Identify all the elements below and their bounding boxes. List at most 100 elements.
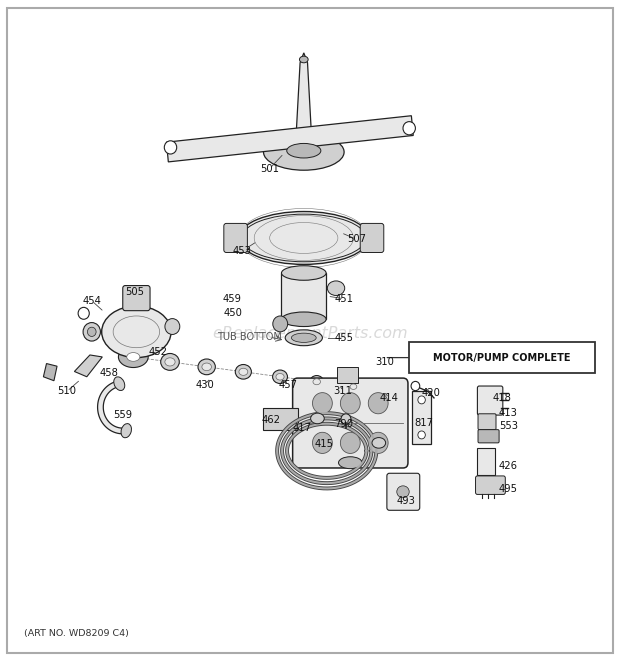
Text: 414: 414 bbox=[380, 393, 399, 403]
Ellipse shape bbox=[165, 319, 180, 334]
Polygon shape bbox=[296, 53, 312, 142]
Text: 452: 452 bbox=[149, 346, 167, 357]
Ellipse shape bbox=[121, 424, 131, 438]
Text: 493: 493 bbox=[397, 496, 415, 506]
Ellipse shape bbox=[310, 375, 324, 388]
Ellipse shape bbox=[294, 139, 314, 149]
FancyBboxPatch shape bbox=[387, 473, 420, 510]
FancyBboxPatch shape bbox=[477, 386, 503, 415]
Circle shape bbox=[273, 316, 288, 332]
Ellipse shape bbox=[286, 143, 321, 158]
Ellipse shape bbox=[285, 330, 322, 346]
Ellipse shape bbox=[198, 359, 215, 375]
FancyBboxPatch shape bbox=[412, 391, 431, 444]
Text: MOTOR/PUMP COMPLETE: MOTOR/PUMP COMPLETE bbox=[433, 352, 571, 363]
Ellipse shape bbox=[239, 368, 248, 375]
Ellipse shape bbox=[264, 134, 344, 171]
Text: 457: 457 bbox=[279, 379, 298, 390]
FancyBboxPatch shape bbox=[409, 342, 595, 373]
Ellipse shape bbox=[350, 384, 357, 389]
FancyBboxPatch shape bbox=[477, 448, 495, 475]
Ellipse shape bbox=[327, 281, 345, 295]
Circle shape bbox=[411, 381, 420, 391]
Text: 418: 418 bbox=[493, 393, 512, 403]
FancyBboxPatch shape bbox=[478, 414, 496, 430]
Circle shape bbox=[340, 393, 360, 414]
Circle shape bbox=[418, 431, 425, 439]
Ellipse shape bbox=[281, 312, 326, 327]
Ellipse shape bbox=[276, 373, 284, 380]
Circle shape bbox=[368, 432, 388, 453]
FancyBboxPatch shape bbox=[281, 273, 326, 319]
Text: 455: 455 bbox=[335, 333, 353, 344]
FancyBboxPatch shape bbox=[478, 430, 499, 443]
FancyBboxPatch shape bbox=[476, 476, 505, 494]
Circle shape bbox=[403, 122, 415, 135]
Text: 501: 501 bbox=[260, 163, 279, 174]
Text: 426: 426 bbox=[499, 461, 518, 471]
Text: 507: 507 bbox=[347, 234, 366, 245]
Ellipse shape bbox=[291, 272, 316, 283]
Ellipse shape bbox=[126, 352, 140, 362]
Text: 453: 453 bbox=[232, 246, 251, 256]
Ellipse shape bbox=[165, 358, 175, 366]
Ellipse shape bbox=[299, 56, 308, 63]
FancyBboxPatch shape bbox=[293, 378, 408, 468]
Text: 553: 553 bbox=[499, 421, 518, 432]
Ellipse shape bbox=[313, 379, 321, 385]
Text: 417: 417 bbox=[293, 423, 311, 434]
Polygon shape bbox=[43, 364, 57, 381]
Ellipse shape bbox=[161, 354, 179, 370]
Text: 459: 459 bbox=[223, 293, 242, 304]
Text: 415: 415 bbox=[315, 439, 334, 449]
Polygon shape bbox=[166, 116, 414, 162]
Ellipse shape bbox=[235, 364, 252, 379]
Ellipse shape bbox=[202, 363, 211, 371]
Circle shape bbox=[312, 432, 332, 453]
Text: 559: 559 bbox=[113, 410, 132, 420]
Circle shape bbox=[368, 393, 388, 414]
Text: 458: 458 bbox=[99, 368, 118, 379]
Ellipse shape bbox=[339, 457, 362, 469]
Text: eReplacementParts.com: eReplacementParts.com bbox=[212, 327, 408, 341]
FancyBboxPatch shape bbox=[264, 408, 298, 430]
Text: 451: 451 bbox=[335, 293, 353, 304]
Text: TUB BOTTOM: TUB BOTTOM bbox=[217, 332, 282, 342]
Circle shape bbox=[312, 393, 332, 414]
Text: 790: 790 bbox=[335, 419, 353, 430]
FancyBboxPatch shape bbox=[7, 8, 613, 653]
Ellipse shape bbox=[347, 381, 360, 392]
Ellipse shape bbox=[281, 266, 326, 280]
Ellipse shape bbox=[118, 346, 148, 368]
Circle shape bbox=[340, 432, 360, 453]
Ellipse shape bbox=[397, 486, 409, 498]
Text: 450: 450 bbox=[223, 307, 242, 318]
Ellipse shape bbox=[291, 333, 316, 342]
Ellipse shape bbox=[372, 438, 386, 448]
Ellipse shape bbox=[273, 370, 288, 383]
Ellipse shape bbox=[83, 323, 100, 341]
Text: 462: 462 bbox=[262, 414, 281, 425]
Text: 454: 454 bbox=[82, 295, 101, 306]
Text: 311: 311 bbox=[334, 386, 352, 397]
Text: 310: 310 bbox=[375, 357, 394, 368]
FancyBboxPatch shape bbox=[337, 367, 358, 383]
Circle shape bbox=[418, 396, 425, 404]
Ellipse shape bbox=[239, 212, 369, 264]
FancyBboxPatch shape bbox=[360, 223, 384, 253]
Circle shape bbox=[78, 307, 89, 319]
Ellipse shape bbox=[311, 413, 324, 424]
Text: 817: 817 bbox=[414, 418, 433, 428]
Ellipse shape bbox=[114, 377, 125, 391]
Text: 420: 420 bbox=[422, 388, 440, 399]
Circle shape bbox=[341, 414, 351, 424]
Text: 413: 413 bbox=[499, 408, 518, 418]
Text: 505: 505 bbox=[126, 287, 144, 297]
Text: 430: 430 bbox=[195, 379, 214, 390]
Polygon shape bbox=[74, 355, 102, 377]
Circle shape bbox=[164, 141, 177, 154]
Text: 495: 495 bbox=[499, 484, 518, 494]
Text: 510: 510 bbox=[58, 386, 76, 397]
FancyBboxPatch shape bbox=[123, 286, 150, 311]
Text: (ART NO. WD8209 C4): (ART NO. WD8209 C4) bbox=[24, 629, 128, 638]
